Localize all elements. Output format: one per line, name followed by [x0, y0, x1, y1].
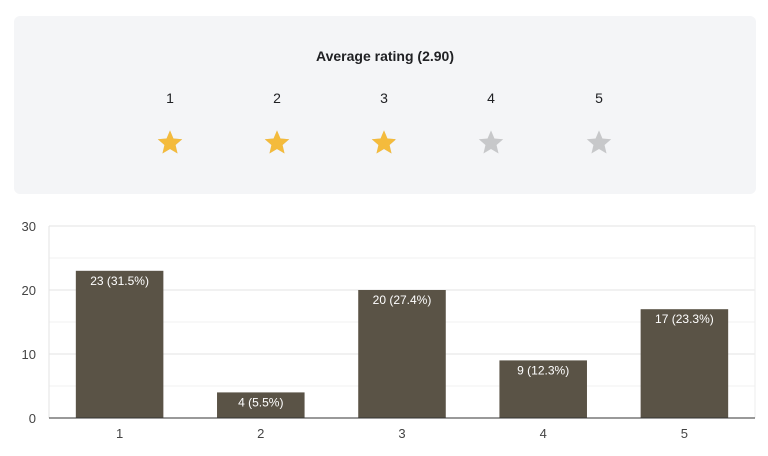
bar-data-label: 20 (27.4%): [373, 293, 432, 307]
star-number-label: 1: [166, 90, 174, 106]
star-rating-1: 1: [140, 88, 200, 156]
star-icon: [586, 130, 612, 154]
star-number-label: 4: [487, 90, 495, 106]
bar-data-label: 17 (23.3%): [655, 312, 714, 326]
bar: [499, 360, 587, 418]
y-tick-label: 0: [29, 411, 36, 426]
y-tick-label: 20: [22, 283, 36, 298]
star-rating-2: 2: [247, 88, 307, 156]
star-number-label: 5: [595, 90, 603, 106]
average-rating-title: Average rating (2.90): [316, 48, 454, 64]
star-rating-3: 3: [354, 88, 414, 156]
star-icon: [478, 130, 504, 154]
x-tick-label: 3: [398, 426, 405, 441]
star-rating-5: 5: [569, 88, 629, 156]
bar: [358, 290, 446, 418]
bar: [640, 309, 729, 418]
bar-data-label: 4 (5.5%): [238, 395, 283, 409]
y-tick-label: 10: [22, 347, 36, 362]
star-icon: [264, 130, 290, 154]
bar: [217, 392, 305, 418]
bar-data-label: 23 (31.5%): [90, 274, 149, 288]
rating-summary-card: Average rating (2.90) 1 2 3 4 5: [14, 16, 756, 194]
star-number-label: 3: [380, 90, 388, 106]
bar-data-label: 9 (12.3%): [517, 363, 569, 377]
y-tick-label: 30: [22, 219, 36, 234]
bar: [75, 270, 164, 418]
x-tick-label: 2: [257, 426, 264, 441]
star-icon: [157, 130, 183, 154]
star-rating-4: 4: [461, 88, 521, 156]
x-tick-label: 4: [540, 426, 547, 441]
x-tick-label: 5: [681, 426, 688, 441]
x-tick-label: 1: [116, 426, 123, 441]
star-number-label: 2: [273, 90, 281, 106]
rating-distribution-bar-chart: 0 10 20 30 23 (31.5%) 1 4 (5.5%) 2 20 (27.4%) 3 9 …: [22, 219, 756, 441]
star-icon: [371, 130, 397, 154]
